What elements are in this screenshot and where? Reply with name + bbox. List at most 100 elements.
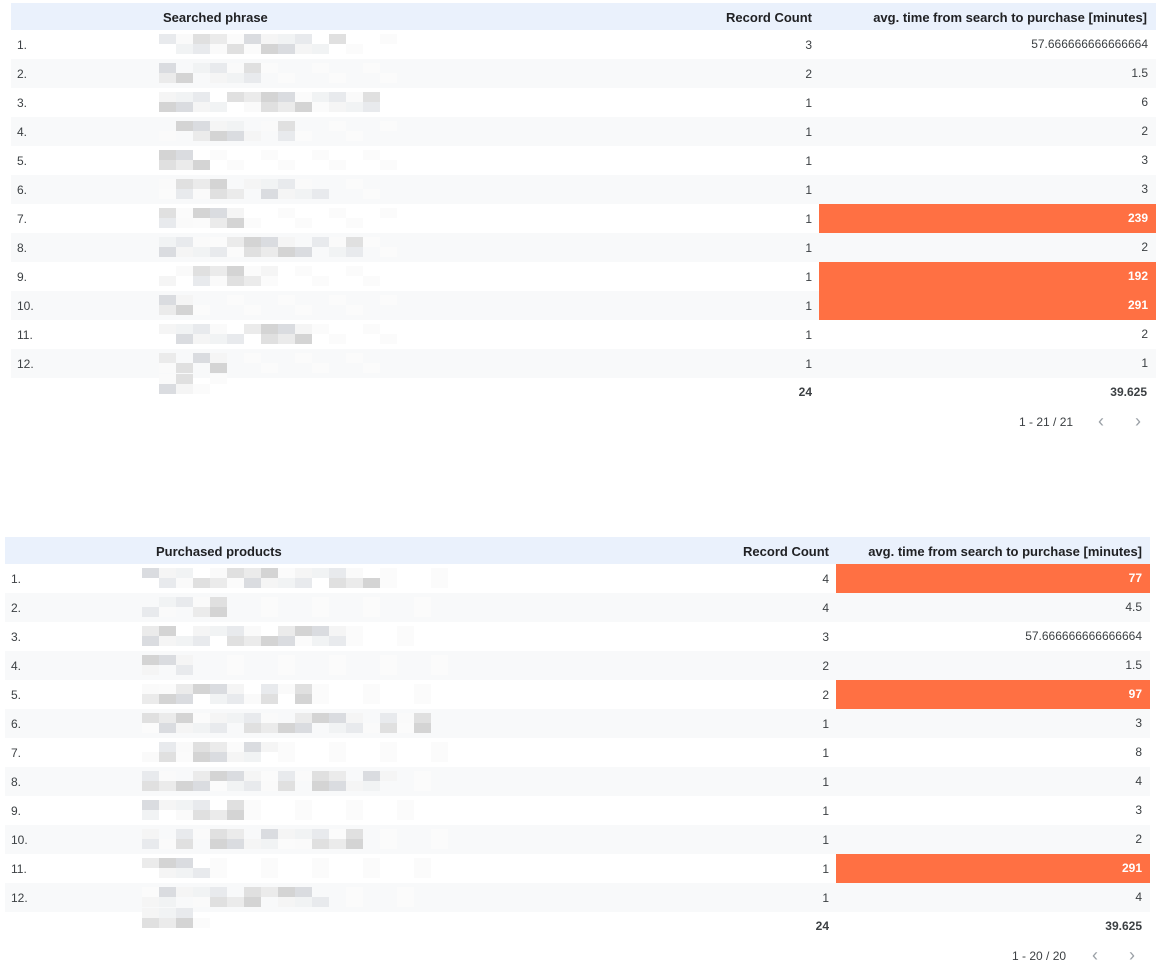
avg-time-cell: 291 bbox=[819, 291, 1156, 320]
row-number: 12. bbox=[17, 357, 34, 371]
chevron-right-icon[interactable]: › bbox=[1135, 411, 1141, 431]
redacted-text bbox=[142, 771, 448, 791]
record-count-cell: 1 bbox=[822, 862, 829, 876]
table-row[interactable]: 11. 1 2 bbox=[11, 320, 1156, 349]
row-number: 9. bbox=[17, 270, 28, 284]
column-header-record-count[interactable]: Record Count bbox=[743, 544, 829, 559]
redacted-text bbox=[159, 150, 397, 170]
avg-time-cell: 3 bbox=[1135, 716, 1142, 730]
avg-time-cell: 239 bbox=[819, 204, 1156, 233]
table-row[interactable]: 7. 1 8 bbox=[5, 738, 1150, 767]
avg-time-cell: 2 bbox=[1141, 240, 1148, 254]
chevron-left-icon[interactable]: ‹ bbox=[1098, 411, 1104, 431]
record-count-cell: 1 bbox=[805, 328, 812, 342]
table-row[interactable]: 12. 1 4 bbox=[5, 883, 1150, 912]
avg-time-cell: 1.5 bbox=[1131, 66, 1148, 80]
redacted-text bbox=[159, 374, 227, 394]
record-count-cell: 4 bbox=[822, 601, 829, 615]
redacted-text bbox=[159, 208, 397, 228]
table-row[interactable]: 8. 1 2 bbox=[11, 233, 1156, 262]
record-count-cell: 1 bbox=[805, 299, 812, 313]
record-count-cell: 1 bbox=[805, 154, 812, 168]
avg-time-cell: 4.5 bbox=[1125, 600, 1142, 614]
column-header-dimension[interactable]: Searched phrase bbox=[163, 10, 268, 25]
avg-time-cell: 2 bbox=[1135, 832, 1142, 846]
avg-time-cell: 3 bbox=[1141, 182, 1148, 196]
avg-time-cell: 2 bbox=[1141, 327, 1148, 341]
total-record-count: 24 bbox=[798, 385, 812, 399]
redacted-text bbox=[159, 63, 397, 83]
table-row[interactable]: 6. 1 3 bbox=[11, 175, 1156, 204]
redacted-text bbox=[159, 121, 397, 141]
redacted-text bbox=[142, 908, 210, 928]
table-row[interactable]: 10. 1 2 bbox=[5, 825, 1150, 854]
table-row[interactable]: 10. 1 291 bbox=[11, 291, 1156, 320]
table-row[interactable]: 5. 1 3 bbox=[11, 146, 1156, 175]
avg-time-cell: 1.5 bbox=[1125, 658, 1142, 672]
record-count-cell: 2 bbox=[822, 688, 829, 702]
record-count-cell: 1 bbox=[822, 746, 829, 760]
purchased-products-table: Purchased products Record Count avg. tim… bbox=[5, 537, 1150, 970]
record-count-cell: 1 bbox=[805, 212, 812, 226]
record-count-cell: 1 bbox=[822, 891, 829, 905]
table-row[interactable]: 4. 1 2 bbox=[11, 117, 1156, 146]
table-row[interactable]: 2. 2 1.5 bbox=[11, 59, 1156, 88]
record-count-cell: 2 bbox=[805, 67, 812, 81]
table-row[interactable]: 7. 1 239 bbox=[11, 204, 1156, 233]
avg-time-cell: 8 bbox=[1135, 745, 1142, 759]
column-header-avg-time[interactable]: avg. time from search to purchase [minut… bbox=[873, 10, 1147, 25]
table-row[interactable]: 1. 3 57.666666666666664 bbox=[11, 30, 1156, 59]
table-row[interactable]: 9. 1 3 bbox=[5, 796, 1150, 825]
record-count-cell: 4 bbox=[822, 572, 829, 586]
redacted-text bbox=[142, 597, 448, 617]
record-count-cell: 1 bbox=[805, 183, 812, 197]
table-row[interactable]: 9. 1 192 bbox=[11, 262, 1156, 291]
record-count-cell: 1 bbox=[805, 357, 812, 371]
avg-time-cell: 3 bbox=[1141, 153, 1148, 167]
row-number: 2. bbox=[17, 67, 28, 81]
redacted-text bbox=[159, 237, 397, 257]
row-number: 7. bbox=[11, 746, 22, 760]
table-body: 1. 3 57.666666666666664 2. 2 1.5 3. 1 6 4. 1 2 5. 1 3 6… bbox=[11, 30, 1156, 378]
record-count-cell: 3 bbox=[822, 630, 829, 644]
row-number: 3. bbox=[11, 630, 22, 644]
avg-time-cell: 57.666666666666664 bbox=[1031, 37, 1148, 51]
table-header: Purchased products Record Count avg. tim… bbox=[5, 537, 1150, 564]
table-row[interactable]: 5. 2 97 bbox=[5, 680, 1150, 709]
chevron-right-icon[interactable]: › bbox=[1129, 945, 1135, 965]
redacted-text bbox=[159, 179, 397, 199]
row-number: 10. bbox=[11, 833, 28, 847]
row-number: 11. bbox=[17, 328, 33, 342]
redacted-text bbox=[159, 324, 397, 344]
avg-time-cell: 1 bbox=[1141, 356, 1148, 370]
chevron-left-icon[interactable]: ‹ bbox=[1092, 945, 1098, 965]
record-count-cell: 1 bbox=[822, 833, 829, 847]
table-row[interactable]: 8. 1 4 bbox=[5, 767, 1150, 796]
avg-time-cell: 4 bbox=[1135, 774, 1142, 788]
table-row[interactable]: 3. 1 6 bbox=[11, 88, 1156, 117]
redacted-text bbox=[142, 684, 448, 704]
redacted-text bbox=[159, 266, 397, 286]
redacted-text bbox=[142, 655, 448, 675]
table-row[interactable]: 11. 1 291 bbox=[5, 854, 1150, 883]
table-row[interactable]: 3. 3 57.666666666666664 bbox=[5, 622, 1150, 651]
record-count-cell: 1 bbox=[822, 717, 829, 731]
table-row[interactable]: 2. 4 4.5 bbox=[5, 593, 1150, 622]
pagination: 1 - 21 / 21 ‹ › bbox=[11, 406, 1156, 436]
table-row[interactable]: 1. 4 77 bbox=[5, 564, 1150, 593]
redacted-text bbox=[142, 887, 448, 907]
column-header-avg-time[interactable]: avg. time from search to purchase [minut… bbox=[868, 544, 1142, 559]
total-record-count: 24 bbox=[815, 919, 829, 933]
total-avg-time: 39.625 bbox=[1105, 919, 1142, 933]
column-header-record-count[interactable]: Record Count bbox=[726, 10, 812, 25]
table-row[interactable]: 6. 1 3 bbox=[5, 709, 1150, 738]
redacted-text bbox=[142, 829, 448, 849]
redacted-text bbox=[142, 626, 448, 646]
row-number: 5. bbox=[11, 688, 22, 702]
avg-time-cell: 97 bbox=[836, 680, 1150, 709]
row-number: 4. bbox=[17, 125, 28, 139]
record-count-cell: 1 bbox=[805, 270, 812, 284]
table-row[interactable]: 12. 1 1 bbox=[11, 349, 1156, 378]
column-header-dimension[interactable]: Purchased products bbox=[156, 544, 282, 559]
table-row[interactable]: 4. 2 1.5 bbox=[5, 651, 1150, 680]
